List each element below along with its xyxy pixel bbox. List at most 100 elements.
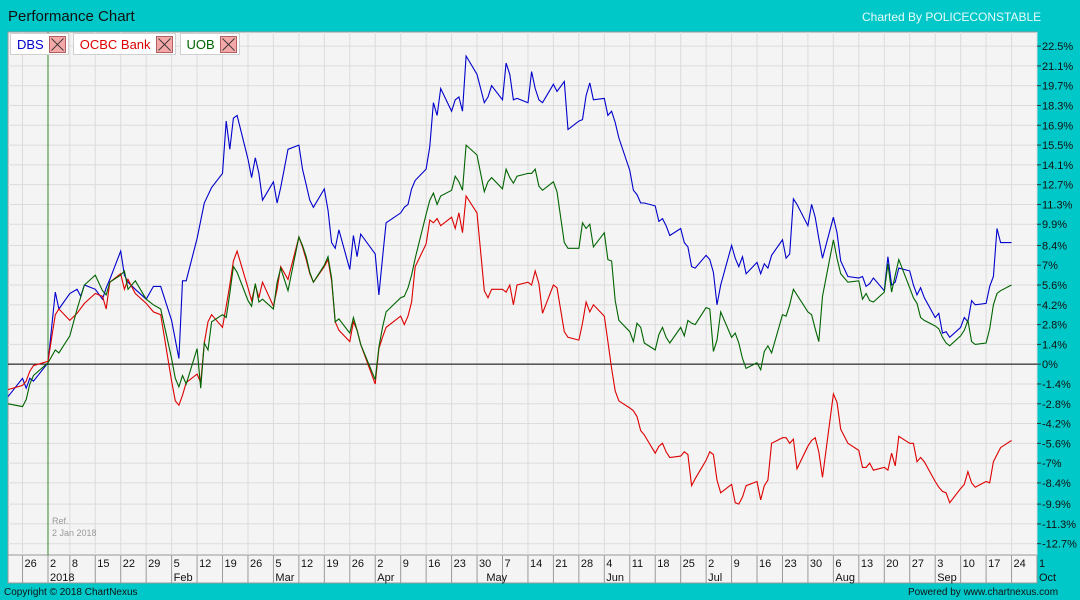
x-tick-label: 20 xyxy=(886,558,898,570)
series-lines xyxy=(7,54,1012,505)
x-tick-label: 26 xyxy=(250,558,262,570)
month-label: Aug xyxy=(835,572,855,584)
y-tick-label: 2.8% xyxy=(1042,320,1067,332)
y-tick-label: -8.4% xyxy=(1042,478,1071,490)
x-tick-label: 28 xyxy=(581,558,593,570)
x-tick-label: 10 xyxy=(963,558,975,570)
x-tick-label: 21 xyxy=(555,558,567,570)
month-label: Jul xyxy=(708,572,722,584)
reference-label: Ref. xyxy=(52,516,69,526)
series-line-dbs xyxy=(7,54,1012,398)
legend-entry: OCBC Bank xyxy=(72,33,176,55)
x-tick-label: 8 xyxy=(72,558,78,570)
month-label: Sep xyxy=(937,572,957,584)
x-tick-label: 14 xyxy=(530,558,542,570)
x-tick-label: 17 xyxy=(988,558,1000,570)
x-tick-label: 27 xyxy=(912,558,924,570)
y-tick-label: 9.9% xyxy=(1042,219,1067,231)
x-tick-label: 12 xyxy=(301,558,313,570)
x-tick-label: 19 xyxy=(326,558,338,570)
x-tick-label: 3 xyxy=(937,558,943,570)
y-tick-label: -9.9% xyxy=(1042,499,1071,511)
y-tick-label: -2.8% xyxy=(1042,399,1071,411)
month-label: 2018 xyxy=(50,572,74,584)
x-tick-label: 18 xyxy=(657,558,669,570)
x-tick-label: 12 xyxy=(199,558,211,570)
month-label: Jun xyxy=(606,572,624,584)
month-label: May xyxy=(486,572,507,584)
x-tick-label: 11 xyxy=(632,558,643,570)
legend-entry: DBS xyxy=(10,33,69,55)
x-tick-label: 13 xyxy=(861,558,873,570)
month-label: Oct xyxy=(1039,572,1056,584)
reference-date: 2 Jan 2018 xyxy=(52,528,97,538)
x-tick-label: 2 xyxy=(377,558,383,570)
y-tick-label: 0% xyxy=(1042,359,1058,371)
x-tick-label: 15 xyxy=(97,558,109,570)
copyright-text: Copyright © 2018 ChartNexus xyxy=(4,587,138,598)
x-tick-label: 23 xyxy=(784,558,796,570)
powered-by-link[interactable]: Powered by www.chartnexus.com xyxy=(908,587,1059,598)
y-tick-label: 11.3% xyxy=(1042,199,1073,211)
series-line-uob xyxy=(7,143,1012,408)
y-tick-label: -5.6% xyxy=(1042,438,1071,450)
x-tick-label: 24 xyxy=(1014,558,1026,570)
x-tick-label: 25 xyxy=(683,558,695,570)
y-tick-label: 18.3% xyxy=(1042,101,1073,113)
y-tick-label: -12.7% xyxy=(1042,539,1077,551)
y-tick-label: -11.3% xyxy=(1042,519,1076,531)
remove-series-icon[interactable] xyxy=(219,35,237,53)
y-tick-label: 1.4% xyxy=(1042,339,1067,351)
x-tick-label: 2 xyxy=(708,558,714,570)
month-label: Mar xyxy=(275,572,294,584)
y-tick-label: 15.5% xyxy=(1042,140,1073,152)
x-axis-strip xyxy=(7,554,1038,584)
remove-series-icon[interactable] xyxy=(48,35,66,53)
x-tick-label: 22 xyxy=(123,558,135,570)
x-tick-label: 19 xyxy=(225,558,237,570)
x-tick-label: 30 xyxy=(810,558,822,570)
charted-by-text: Charted By POLICECONSTABLE xyxy=(862,10,1042,24)
legend: DBS OCBC Bank UOB xyxy=(10,33,240,55)
x-tick-label: 26 xyxy=(25,558,37,570)
y-tick-label: 4.2% xyxy=(1042,300,1067,312)
y-tick-label: 19.7% xyxy=(1042,81,1073,93)
y-tick-label: 22.5% xyxy=(1042,41,1073,53)
x-tick-label: 23 xyxy=(454,558,466,570)
legend-label: DBS xyxy=(17,36,44,52)
x-tick-label: 1 xyxy=(1039,558,1045,570)
remove-series-icon[interactable] xyxy=(155,35,173,53)
y-tick-label: 14.1% xyxy=(1042,160,1073,172)
x-tick-label: 5 xyxy=(174,558,180,570)
chart-title: Performance Chart xyxy=(8,8,135,25)
x-tick-label: 5 xyxy=(275,558,281,570)
x-tick-label: 26 xyxy=(352,558,364,570)
x-tick-label: 4 xyxy=(606,558,612,570)
month-label: Feb xyxy=(174,572,193,584)
y-tick-label: 21.1% xyxy=(1042,61,1073,73)
x-tick-label: 9 xyxy=(403,558,409,570)
x-tick-label: 6 xyxy=(835,558,841,570)
reference-marker: Ref. 2 Jan 2018 xyxy=(47,32,97,555)
series-line-ocbc-bank xyxy=(7,194,1012,505)
x-tick-label: 16 xyxy=(759,558,771,570)
y-tick-label: 12.7% xyxy=(1042,180,1073,192)
x-tick-label: 2 xyxy=(50,558,56,570)
x-tick-label: 29 xyxy=(148,558,160,570)
x-axis: 26 2 8 15 22 29 5 12 19 26 5 12 19 26 2 9 16 23 30 7 14 21 28 4… xyxy=(22,555,1056,584)
legend-label: OCBC Bank xyxy=(79,36,151,52)
month-label: Apr xyxy=(377,572,394,584)
y-tick-label: 16.9% xyxy=(1042,120,1073,132)
x-tick-label: 16 xyxy=(428,558,440,570)
x-tick-label: 7 xyxy=(505,558,511,570)
y-tick-label: -4.2% xyxy=(1042,419,1071,431)
y-axis: 22.5% 21.1% 19.7% 18.3% 16.9% 15.5% 14.1% 12.7%… xyxy=(1037,41,1077,551)
y-tick-label: 7% xyxy=(1042,260,1058,272)
y-tick-label: 8.4% xyxy=(1042,240,1067,252)
y-tick-label: -7% xyxy=(1042,458,1062,470)
legend-entry: UOB xyxy=(179,33,240,55)
x-tick-label: 9 xyxy=(734,558,740,570)
x-tick-label: 30 xyxy=(479,558,491,570)
y-tick-label: 5.6% xyxy=(1042,280,1067,292)
